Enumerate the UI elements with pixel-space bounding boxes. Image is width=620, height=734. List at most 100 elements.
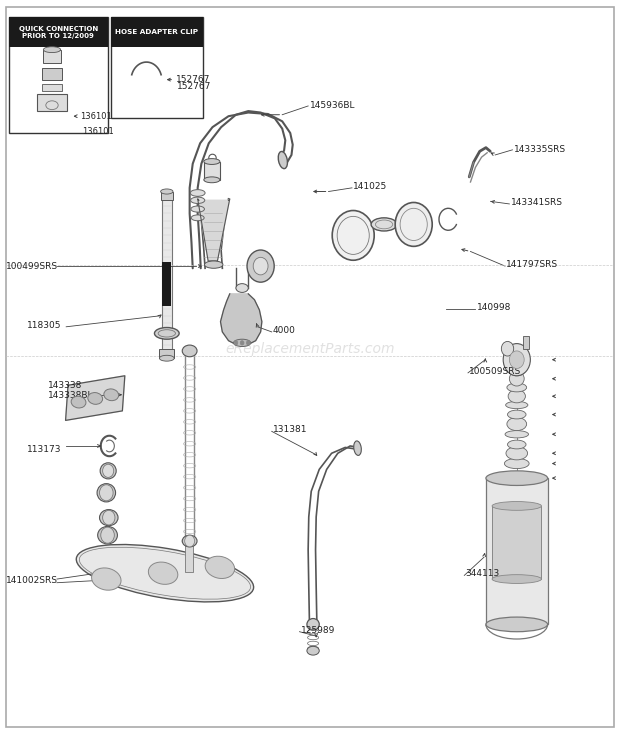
Ellipse shape <box>204 177 220 183</box>
Ellipse shape <box>182 535 197 547</box>
Circle shape <box>510 351 524 368</box>
Ellipse shape <box>205 261 223 269</box>
Text: 100509SRS: 100509SRS <box>469 367 521 376</box>
Ellipse shape <box>508 390 525 403</box>
Bar <box>111 18 203 118</box>
Bar <box>185 542 193 572</box>
Text: eReplacementParts.com: eReplacementParts.com <box>225 342 395 356</box>
Text: 141025: 141025 <box>353 182 388 191</box>
Circle shape <box>100 484 113 501</box>
Ellipse shape <box>100 463 116 479</box>
Bar <box>43 50 61 63</box>
Circle shape <box>247 250 274 282</box>
Bar <box>523 335 529 349</box>
Ellipse shape <box>307 647 319 655</box>
Ellipse shape <box>371 218 397 231</box>
Ellipse shape <box>508 410 526 419</box>
Ellipse shape <box>159 355 174 361</box>
Circle shape <box>502 341 514 356</box>
Text: 131381: 131381 <box>273 426 308 435</box>
Circle shape <box>103 464 113 477</box>
Ellipse shape <box>486 617 547 632</box>
Ellipse shape <box>492 575 541 584</box>
Text: 140998: 140998 <box>477 302 511 311</box>
Ellipse shape <box>508 364 525 376</box>
Bar <box>159 349 174 358</box>
Circle shape <box>253 258 268 275</box>
Ellipse shape <box>508 440 526 449</box>
Ellipse shape <box>505 459 529 468</box>
Circle shape <box>503 344 530 376</box>
Text: 143335SRS: 143335SRS <box>514 145 566 154</box>
Bar <box>204 161 220 180</box>
Ellipse shape <box>76 545 254 602</box>
Bar <box>111 18 203 47</box>
Text: 152767: 152767 <box>177 82 211 92</box>
Ellipse shape <box>506 447 528 460</box>
Polygon shape <box>221 294 262 345</box>
Ellipse shape <box>98 526 117 544</box>
Ellipse shape <box>234 339 250 346</box>
Bar <box>161 192 173 200</box>
Ellipse shape <box>182 538 196 544</box>
Circle shape <box>241 341 244 345</box>
Ellipse shape <box>191 206 205 212</box>
Text: 145936BL: 145936BL <box>310 101 355 110</box>
Ellipse shape <box>507 418 526 431</box>
Ellipse shape <box>278 151 288 169</box>
Ellipse shape <box>190 197 205 203</box>
Ellipse shape <box>97 484 115 502</box>
Ellipse shape <box>104 389 118 401</box>
Polygon shape <box>198 199 230 261</box>
Ellipse shape <box>161 189 173 194</box>
Ellipse shape <box>43 47 61 53</box>
Ellipse shape <box>71 396 86 408</box>
Bar <box>162 262 171 305</box>
Text: HOSE ADAPTER CLIP: HOSE ADAPTER CLIP <box>115 29 198 35</box>
Bar <box>42 68 63 79</box>
Text: 141002SRS: 141002SRS <box>6 576 58 585</box>
Text: 125989: 125989 <box>301 626 335 635</box>
Text: 152767: 152767 <box>176 75 210 84</box>
Text: 143338
143338BL: 143338 143338BL <box>48 381 93 400</box>
Ellipse shape <box>182 345 197 357</box>
Bar <box>162 199 172 352</box>
Ellipse shape <box>505 431 528 438</box>
Text: 113173: 113173 <box>27 445 62 454</box>
Text: 136101: 136101 <box>81 112 112 120</box>
Ellipse shape <box>154 327 179 339</box>
Ellipse shape <box>492 501 541 510</box>
Circle shape <box>185 535 195 547</box>
Text: 141797SRS: 141797SRS <box>507 260 559 269</box>
Bar <box>9 18 107 47</box>
Ellipse shape <box>88 393 102 404</box>
Bar <box>492 506 541 579</box>
Text: 136101: 136101 <box>82 127 113 136</box>
Bar <box>9 18 107 133</box>
Ellipse shape <box>236 283 248 292</box>
Circle shape <box>101 527 114 543</box>
Circle shape <box>234 341 238 345</box>
Bar <box>37 93 67 111</box>
Circle shape <box>103 510 115 525</box>
Ellipse shape <box>332 211 374 261</box>
Text: 4000: 4000 <box>273 326 296 335</box>
Ellipse shape <box>507 383 526 392</box>
Bar <box>42 84 63 91</box>
Ellipse shape <box>190 189 205 196</box>
Ellipse shape <box>486 470 547 485</box>
Circle shape <box>246 341 250 345</box>
Text: 100499SRS: 100499SRS <box>6 261 58 271</box>
Ellipse shape <box>354 441 361 455</box>
Ellipse shape <box>191 215 204 221</box>
Text: 118305: 118305 <box>27 321 62 330</box>
Text: QUICK CONNECTION
PRIOR TO 12/2009: QUICK CONNECTION PRIOR TO 12/2009 <box>19 26 98 39</box>
Ellipse shape <box>92 568 121 590</box>
Polygon shape <box>66 376 125 421</box>
Ellipse shape <box>510 371 524 386</box>
Text: 344113: 344113 <box>466 570 500 578</box>
Ellipse shape <box>148 562 178 584</box>
Text: 143341SRS: 143341SRS <box>511 198 562 207</box>
Ellipse shape <box>204 159 220 164</box>
Ellipse shape <box>395 203 432 247</box>
